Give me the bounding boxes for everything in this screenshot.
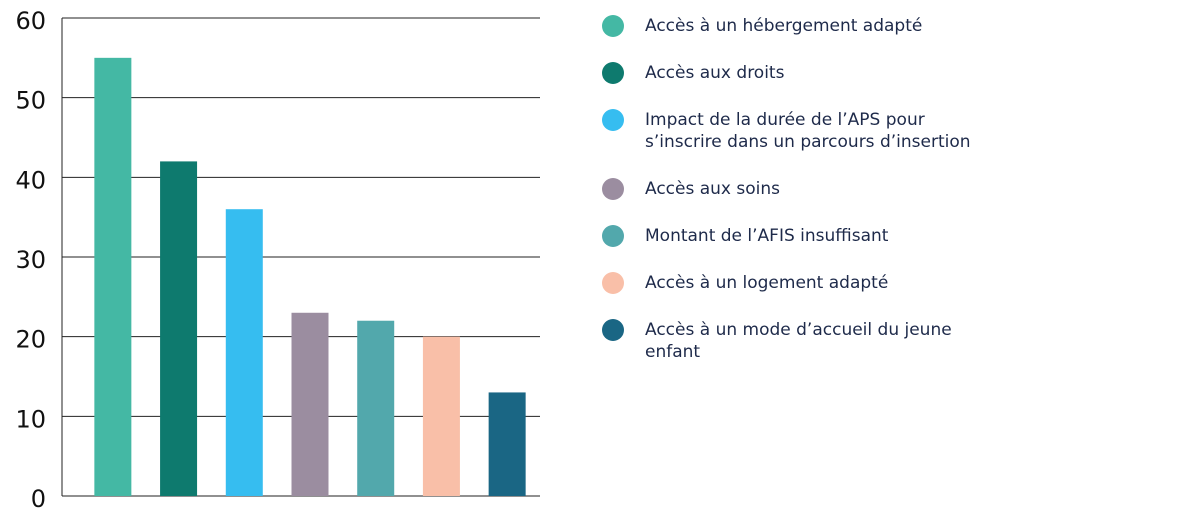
bar [291,312,329,496]
legend-label: Impact de la durée de l’APS pour s’inscr… [645,110,971,152]
y-tick-label: 50 [15,87,46,115]
legend-swatch [602,272,624,294]
legend-swatch [602,15,624,37]
legend-label: Accès à un logement adapté [645,273,889,293]
legend-label: Accès aux soins [645,179,781,199]
legend-swatch [602,109,624,131]
legend-item: Impact de la durée de l’APS pour s’inscr… [602,109,1002,153]
legend-item: Accès aux soins [602,178,1002,200]
legend-label: Accès à un mode d’accueil du jeune enfan… [645,320,952,362]
legend-swatch [602,319,624,341]
legend-swatch [602,62,624,84]
legend-label: Montant de l’AFIS insuffisant [645,226,889,246]
chart: 0 10 20 30 40 50 60 [15,7,540,510]
legend-label: Accès à un hébergement adapté [645,16,923,36]
bar [225,209,263,496]
bar [94,57,132,496]
legend-item: Accès à un hébergement adapté [602,15,1002,37]
bar [160,161,198,496]
legend-label: Accès aux droits [645,63,785,83]
legend-swatch [602,225,624,247]
bar [488,392,526,496]
y-tick-label: 0 [31,485,46,510]
bar [422,336,460,496]
legend: Accès à un hébergement adapté Accès aux d… [602,15,1002,363]
y-tick-label: 60 [15,7,46,35]
legend-item: Accès à un mode d’accueil du jeune enfan… [602,319,1002,363]
bar [357,320,395,496]
y-tick-label: 20 [15,326,46,354]
y-tick-label: 40 [15,166,46,194]
y-tick-label: 30 [15,246,46,274]
y-tick-label: 10 [15,405,46,433]
legend-item: Accès à un logement adapté [602,272,1002,294]
legend-swatch [602,178,624,200]
legend-item: Montant de l’AFIS insuffisant [602,225,1002,247]
legend-item: Accès aux droits [602,62,1002,84]
